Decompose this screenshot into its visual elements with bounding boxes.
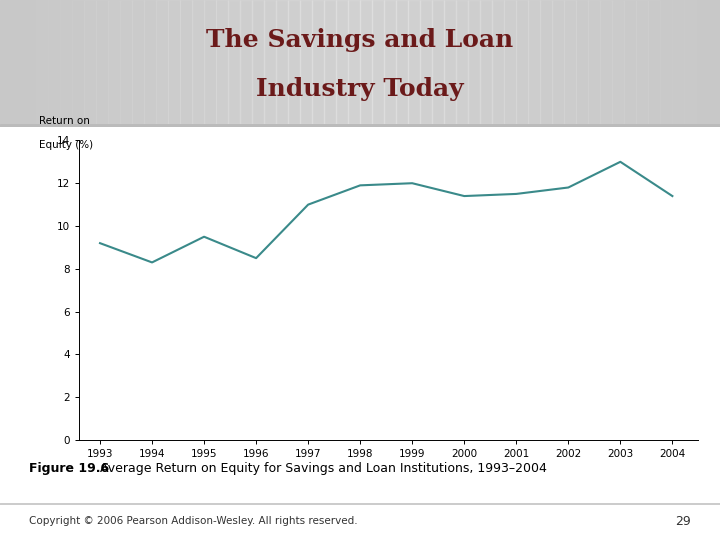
Bar [204, 0, 216, 124]
Bar [684, 0, 696, 124]
Bar [636, 0, 648, 124]
Bar [144, 0, 156, 124]
Bar [0, 0, 12, 124]
Bar [540, 0, 552, 124]
Bar [432, 0, 444, 124]
Bar [180, 0, 192, 124]
Bar [84, 0, 96, 124]
Bar [504, 0, 516, 124]
Bar [360, 0, 372, 124]
Bar [300, 0, 312, 124]
Bar [420, 0, 432, 124]
Bar [216, 0, 228, 124]
Bar [36, 0, 48, 124]
Bar [96, 0, 108, 124]
Bar [492, 0, 504, 124]
Bar [444, 0, 456, 124]
Bar [516, 0, 528, 124]
Bar [108, 0, 120, 124]
Text: Industry Today: Industry Today [256, 77, 464, 102]
Text: Equity (%): Equity (%) [39, 140, 93, 151]
Bar [468, 0, 480, 124]
Bar [624, 0, 636, 124]
Bar [612, 0, 624, 124]
Bar [228, 0, 240, 124]
Bar [696, 0, 708, 124]
Bar [480, 0, 492, 124]
Bar [396, 0, 408, 124]
Bar [384, 0, 396, 124]
Bar [456, 0, 468, 124]
Text: Figure 19.6: Figure 19.6 [29, 462, 109, 475]
Bar [672, 0, 684, 124]
Bar [348, 0, 360, 124]
Text: Copyright © 2006 Pearson Addison-Wesley. All rights reserved.: Copyright © 2006 Pearson Addison-Wesley.… [29, 516, 357, 526]
Bar [600, 0, 612, 124]
Bar [552, 0, 564, 124]
Bar [120, 0, 132, 124]
Bar [192, 0, 204, 124]
Bar [240, 0, 252, 124]
Text: 29: 29 [675, 515, 691, 528]
Bar [564, 0, 576, 124]
Bar [252, 0, 264, 124]
Bar [24, 0, 36, 124]
Bar [168, 0, 180, 124]
Text: Average Return on Equity for Savings and Loan Institutions, 1993–2004: Average Return on Equity for Savings and… [100, 462, 547, 475]
Bar [12, 0, 24, 124]
Bar [408, 0, 420, 124]
Text: The Savings and Loan: The Savings and Loan [207, 28, 513, 52]
Bar [660, 0, 672, 124]
Bar [312, 0, 324, 124]
Bar [336, 0, 348, 124]
Bar [264, 0, 276, 124]
Bar [588, 0, 600, 124]
Bar [72, 0, 84, 124]
Bar [648, 0, 660, 124]
Bar [576, 0, 588, 124]
Bar [156, 0, 168, 124]
Bar [288, 0, 300, 124]
Bar [324, 0, 336, 124]
Bar [60, 0, 72, 124]
Bar [276, 0, 288, 124]
Text: Return on: Return on [39, 117, 90, 126]
Bar [48, 0, 60, 124]
Bar [132, 0, 144, 124]
Bar [372, 0, 384, 124]
Bar [708, 0, 720, 124]
Bar [528, 0, 540, 124]
